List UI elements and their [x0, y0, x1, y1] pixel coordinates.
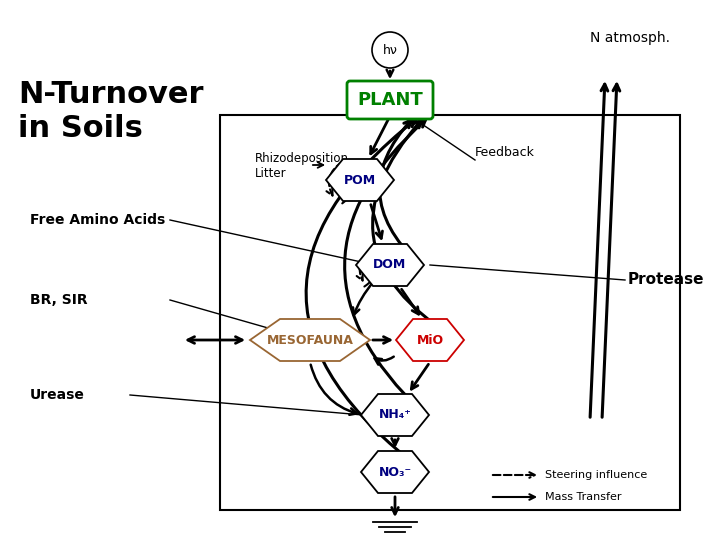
Text: N atmosph.: N atmosph. [590, 31, 670, 45]
Text: NH₄⁺: NH₄⁺ [379, 408, 411, 422]
Text: Rhizodeposition,
Litter: Rhizodeposition, Litter [255, 152, 353, 180]
Polygon shape [396, 319, 464, 361]
Text: NO₃⁻: NO₃⁻ [379, 465, 412, 478]
Text: Steering influence: Steering influence [545, 470, 647, 480]
Polygon shape [250, 319, 370, 361]
Polygon shape [361, 451, 429, 493]
Text: Protease: Protease [628, 273, 704, 287]
FancyBboxPatch shape [347, 81, 433, 119]
Polygon shape [326, 159, 394, 201]
Text: hν: hν [382, 44, 397, 57]
Text: MESOFAUNA: MESOFAUNA [266, 334, 354, 347]
Bar [220, 115, 680, 510]
Text: BR, SIR: BR, SIR [30, 293, 88, 307]
Polygon shape [356, 244, 424, 286]
Text: POM: POM [344, 173, 376, 186]
Text: MiO: MiO [416, 334, 444, 347]
Text: N-Turnover
in Soils: N-Turnover in Soils [18, 80, 204, 143]
Text: Feedback: Feedback [475, 145, 535, 159]
Text: DOM: DOM [374, 259, 407, 272]
Text: PLANT: PLANT [357, 91, 423, 109]
Text: Urease: Urease [30, 388, 85, 402]
Circle shape [372, 32, 408, 68]
Polygon shape [361, 394, 429, 436]
Text: Mass Transfer: Mass Transfer [545, 492, 621, 502]
Text: Free Amino Acids: Free Amino Acids [30, 213, 166, 227]
